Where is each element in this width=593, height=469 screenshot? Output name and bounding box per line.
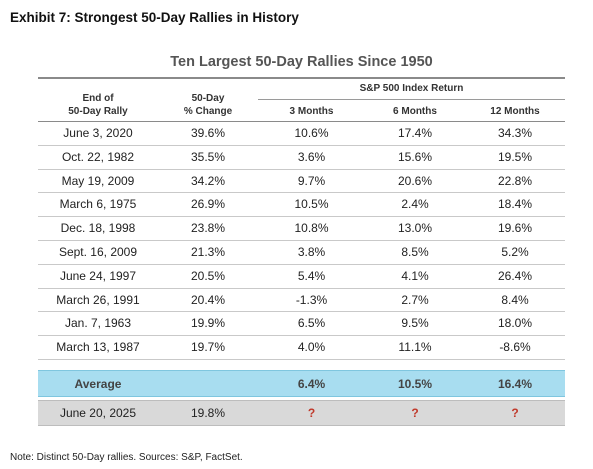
cell-pct-change: 23.8% xyxy=(190,221,226,236)
cell-end-date: Oct. 22, 1982 xyxy=(61,149,135,164)
cell-6-months: 2.7% xyxy=(401,292,429,307)
table-row: June 24, 1997 20.5% 5.4% 4.1% 26.4% xyxy=(38,265,565,289)
col-header-end-date-line1: End of xyxy=(82,93,114,104)
cell-6-months: 2.4% xyxy=(401,197,429,212)
cell-12-months: 26.4% xyxy=(497,268,533,283)
col-header-6-months: 6 Months xyxy=(393,106,437,117)
table-row: March 26, 1991 20.4% -1.3% 2.7% 8.4% xyxy=(38,289,565,313)
table-row: May 19, 2009 34.2% 9.7% 20.6% 22.8% xyxy=(38,170,565,194)
cell-pct-change: 39.6% xyxy=(190,126,226,140)
cell-3-months: 3.8% xyxy=(297,244,326,259)
cell-end-date: Sept. 16, 2009 xyxy=(58,244,138,259)
exhibit-title: Exhibit 7: Strongest 50-Day Rallies in H… xyxy=(10,10,299,25)
cell-pct-change: 35.5% xyxy=(190,149,226,164)
cell-3-months: 10.5% xyxy=(294,197,329,212)
cell-6-months: 13.0% xyxy=(397,221,433,236)
cell-3-months: 9.7% xyxy=(297,173,326,188)
table-title: Ten Largest 50-Day Rallies Since 1950 xyxy=(170,54,433,70)
col-header-12-months: 12 Months xyxy=(490,106,540,117)
table-top-rule xyxy=(38,77,565,79)
current-12-months: ? xyxy=(511,406,519,420)
cell-12-months: 8.4% xyxy=(501,292,529,307)
average-12-months: 16.4% xyxy=(497,377,533,391)
cell-6-months: 11.1% xyxy=(398,340,432,355)
cell-end-date: March 26, 1991 xyxy=(56,292,140,307)
cell-12-months: 22.8% xyxy=(497,173,533,188)
cell-3-months: 3.6% xyxy=(297,149,326,164)
cell-6-months: 4.1% xyxy=(401,268,429,283)
cell-pct-change: 26.9% xyxy=(190,197,226,212)
current-3-months: ? xyxy=(307,406,316,420)
col-header-3-months: 3 Months xyxy=(289,106,334,117)
cell-end-date: Jan. 7, 1963 xyxy=(64,316,132,331)
cell-pct-change: 20.5% xyxy=(190,268,226,283)
average-label: Average xyxy=(74,377,122,391)
cell-3-months: 10.8% xyxy=(294,221,329,236)
average-row: Average 6.4% 10.5% 16.4% xyxy=(38,370,565,397)
cell-6-months: 15.6% xyxy=(397,149,433,164)
cell-12-months: 34.3% xyxy=(497,126,533,140)
col-header-pct-change-line2: % Change xyxy=(183,106,233,117)
cell-3-months: -1.3% xyxy=(295,292,328,307)
average-6-months: 10.5% xyxy=(397,377,433,391)
cell-12-months: 19.6% xyxy=(497,221,533,236)
current-pct-change: 19.8% xyxy=(190,406,226,420)
cell-pct-change: 21.3% xyxy=(190,244,226,259)
current-rally-row: June 20, 2025 19.8% ? ? ? xyxy=(38,400,565,426)
cell-end-date: June 24, 1997 xyxy=(59,268,137,283)
table-row: March 6, 1975 26.9% 10.5% 2.4% 18.4% xyxy=(38,193,565,218)
current-6-months: ? xyxy=(411,406,419,420)
group-header: S&P 500 Index Return xyxy=(359,83,464,94)
table-row: June 3, 2020 39.6% 10.6% 17.4% 34.3% xyxy=(38,122,565,146)
group-header-rule xyxy=(258,99,565,100)
cell-6-months: 17.4% xyxy=(397,126,433,140)
cell-3-months: 6.5% xyxy=(297,316,326,331)
cell-end-date: March 6, 1975 xyxy=(59,197,137,212)
cell-pct-change: 34.2% xyxy=(190,173,226,188)
table-row: Dec. 18, 1998 23.8% 10.8% 13.0% 19.6% xyxy=(38,217,565,241)
cell-3-months: 10.6% xyxy=(294,126,329,140)
cell-12-months: 18.0% xyxy=(497,316,533,331)
cell-end-date: Dec. 18, 1998 xyxy=(60,221,136,236)
cell-6-months: 20.6% xyxy=(397,173,433,188)
cell-end-date: May 19, 2009 xyxy=(61,173,135,188)
cell-end-date: March 13, 1987 xyxy=(56,340,140,355)
cell-12-months: 5.2% xyxy=(501,244,529,259)
cell-pct-change: 19.7% xyxy=(190,340,226,355)
cell-12-months: 19.5% xyxy=(497,149,533,164)
cell-pct-change: 19.9% xyxy=(190,316,226,331)
table-body: June 3, 2020 39.6% 10.6% 17.4% 34.3% Oct. 22,… xyxy=(38,122,565,360)
current-date: June 20, 2025 xyxy=(59,406,137,420)
table-row: Sept. 16, 2009 21.3% 3.8% 8.5% 5.2% xyxy=(38,241,565,265)
table-row: Oct. 22, 1982 35.5% 3.6% 15.6% 19.5% xyxy=(38,146,565,170)
col-header-end-date: End of 50-Day Rally xyxy=(38,92,158,118)
col-header-pct-change: 50-Day % Change xyxy=(158,92,258,118)
cell-6-months: 8.5% xyxy=(401,244,429,259)
header-bottom-rule xyxy=(38,121,565,122)
cell-12-months: -8.6% xyxy=(499,340,531,355)
col-header-pct-change-line1: 50-Day xyxy=(191,93,225,104)
table-row: Jan. 7, 1963 19.9% 6.5% 9.5% 18.0% xyxy=(38,312,565,337)
average-3-months: 6.4% xyxy=(297,377,326,391)
cell-3-months: 5.4% xyxy=(297,268,326,283)
table-row: March 13, 1987 19.7% 4.0% 11.1% -8.6% xyxy=(38,336,565,360)
cell-12-months: 18.4% xyxy=(497,197,533,212)
footnote: Note: Distinct 50-Day rallies. Sources: … xyxy=(10,452,243,463)
cell-3-months: 4.0% xyxy=(297,340,326,355)
cell-end-date: June 3, 2020 xyxy=(63,126,133,140)
cell-pct-change: 20.4% xyxy=(190,292,226,307)
cell-6-months: 9.5% xyxy=(401,316,429,331)
col-header-end-date-line2: 50-Day Rally xyxy=(68,106,128,117)
